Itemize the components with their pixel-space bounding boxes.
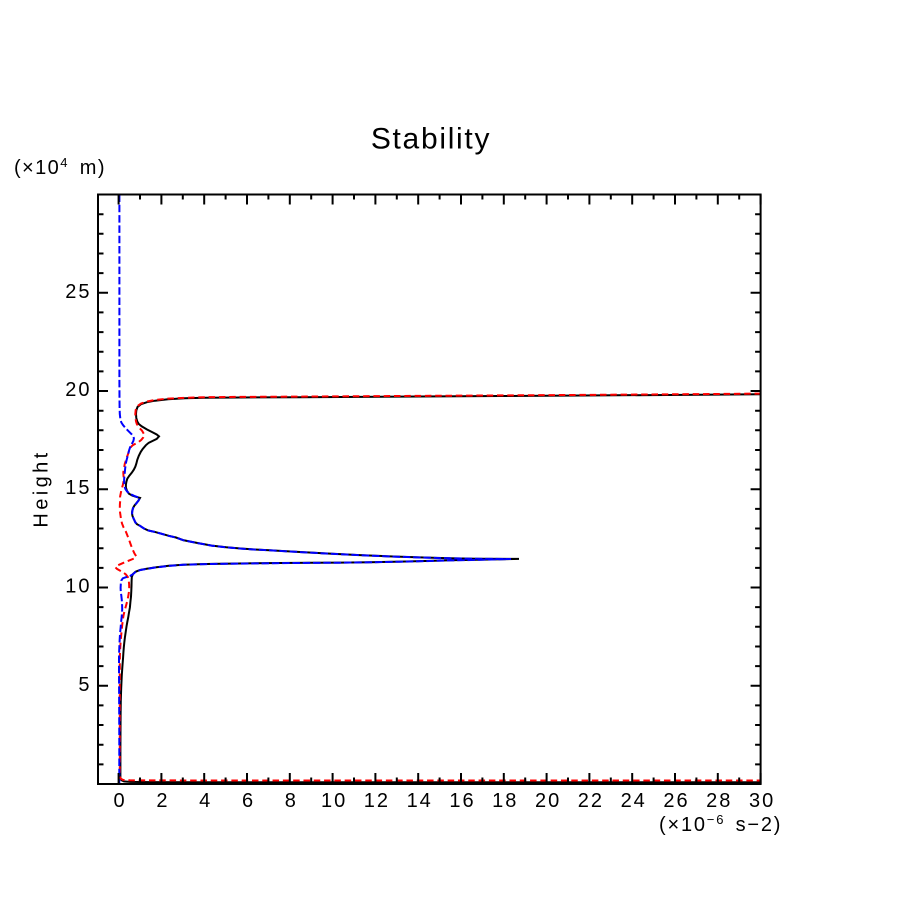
svg-text:8: 8: [285, 790, 298, 812]
svg-text:Stability: Stability: [371, 123, 491, 156]
svg-text:20: 20: [65, 379, 91, 401]
svg-text:24: 24: [621, 790, 647, 812]
svg-text:22: 22: [578, 790, 604, 812]
svg-text:20: 20: [535, 790, 561, 812]
svg-text:12: 12: [364, 790, 390, 812]
svg-text:16: 16: [449, 790, 475, 812]
svg-text:10: 10: [65, 576, 91, 598]
svg-text:30: 30: [749, 790, 775, 812]
svg-text:0: 0: [114, 790, 127, 812]
svg-text:28: 28: [706, 790, 732, 812]
svg-text:Height: Height: [31, 449, 53, 527]
svg-text:5: 5: [78, 674, 91, 696]
svg-text:14: 14: [407, 790, 433, 812]
svg-text:18: 18: [492, 790, 518, 812]
svg-text:15: 15: [65, 477, 91, 499]
svg-text:4: 4: [199, 790, 212, 812]
svg-text:(×104 m): (×104 m): [14, 155, 106, 179]
svg-text:25: 25: [65, 281, 91, 303]
svg-text:2: 2: [156, 790, 169, 812]
svg-text:26: 26: [663, 790, 689, 812]
svg-text:10: 10: [321, 790, 347, 812]
svg-text:6: 6: [242, 790, 255, 812]
